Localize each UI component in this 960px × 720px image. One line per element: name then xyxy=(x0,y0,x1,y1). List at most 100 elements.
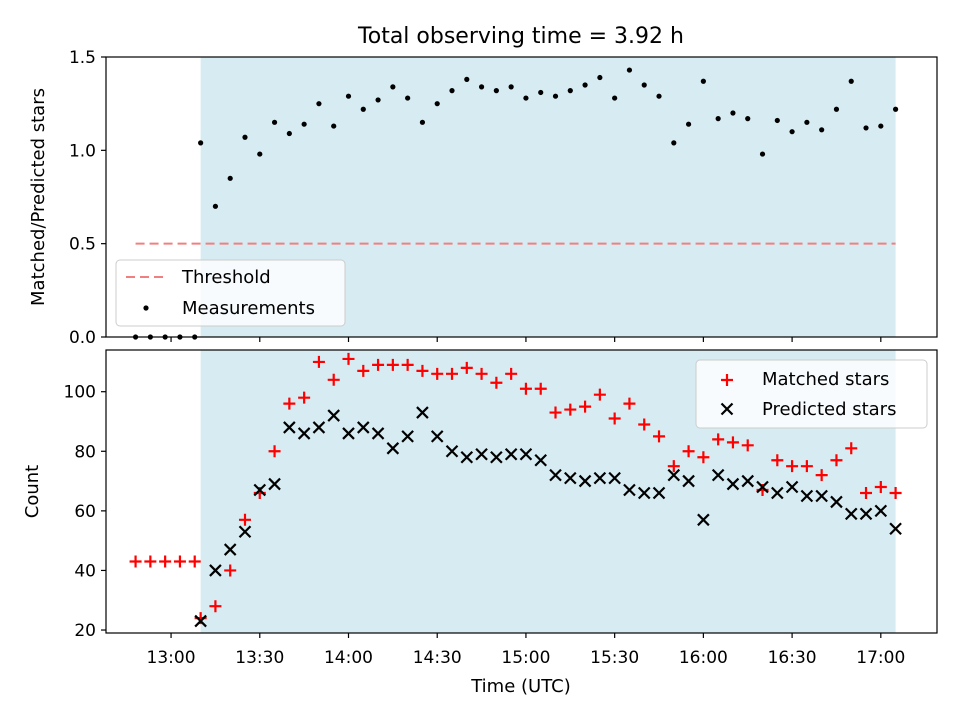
x-axis-label: Time (UTC) xyxy=(470,676,571,697)
predicted-star-points xyxy=(194,406,902,628)
predicted-star-point xyxy=(283,421,296,434)
top-legend: Threshold Measurements xyxy=(115,259,346,327)
matched-star-point xyxy=(608,412,621,425)
matched-star-point xyxy=(874,481,887,494)
measurement-point xyxy=(523,95,529,101)
matched-star-points xyxy=(129,352,902,625)
y-tick-label: 60 xyxy=(74,502,96,522)
measurement-point xyxy=(730,110,736,116)
predicted-star-point xyxy=(401,430,414,443)
measurement-point xyxy=(863,125,869,131)
predicted-star-point xyxy=(667,468,681,482)
predicted-star-point xyxy=(756,480,769,494)
predicted-star-point xyxy=(771,486,784,500)
predicted-star-point xyxy=(445,445,459,458)
predicted-star-point xyxy=(312,421,326,434)
measurement-point xyxy=(271,119,278,125)
y-tick-label: 1.5 xyxy=(69,48,96,68)
matched-star-point xyxy=(327,373,340,386)
legend-matched-swatch xyxy=(721,374,733,386)
top-y-axis-label: Matched/Predicted stars xyxy=(28,88,49,306)
measurement-point xyxy=(390,84,396,90)
matched-star-point xyxy=(357,364,370,377)
predicted-star-point xyxy=(623,483,636,497)
measurement-point xyxy=(552,93,559,99)
predicted-star-point xyxy=(549,468,562,482)
measurement-point xyxy=(685,121,692,127)
predicted-star-point xyxy=(416,406,429,419)
measurement-point xyxy=(286,130,292,137)
legend-predicted-swatch xyxy=(720,402,734,416)
matched-star-point xyxy=(342,352,355,365)
matched-star-point xyxy=(129,555,142,568)
matched-star-point xyxy=(623,397,636,410)
matched-star-point xyxy=(144,555,157,568)
measurement-point xyxy=(626,67,633,73)
matched-star-point xyxy=(682,445,695,458)
matched-star-point xyxy=(460,361,473,374)
predicted-star-point xyxy=(238,525,252,538)
predicted-star-point xyxy=(682,474,695,488)
y-tick-label: 100 xyxy=(64,383,96,403)
bottom-panel: 20 40 60 80 100 13:00 13:30 14:00 14:30 15:00 15:… xyxy=(22,349,938,697)
matched-star-point xyxy=(653,430,666,443)
measurement-point xyxy=(434,101,440,107)
predicted-star-point xyxy=(297,427,311,440)
measurement-point xyxy=(301,121,307,127)
measurement-point xyxy=(700,78,706,84)
matched-star-point xyxy=(800,460,813,473)
top-x-ticks xyxy=(170,337,882,342)
x-tick-label: 16:30 xyxy=(768,648,817,668)
x-tick-label: 13:00 xyxy=(147,648,196,668)
y-tick-label: 20 xyxy=(74,621,96,641)
matched-star-point xyxy=(889,486,902,499)
matched-star-point xyxy=(593,388,606,401)
legend-measurements-swatch xyxy=(143,305,149,311)
predicted-star-point xyxy=(253,483,267,497)
predicted-star-point xyxy=(720,402,734,416)
matched-star-point xyxy=(490,376,503,389)
measurement-point xyxy=(405,95,411,101)
measurement-point xyxy=(360,106,366,112)
y-tick-label: 40 xyxy=(74,561,96,581)
measurement-point xyxy=(774,117,780,124)
matched-star-point xyxy=(741,439,754,452)
matched-star-point xyxy=(475,367,488,380)
matched-star-point xyxy=(786,460,799,473)
x-tick-label: 16:00 xyxy=(679,648,728,668)
predicted-star-point xyxy=(652,486,666,500)
predicted-star-point xyxy=(726,477,740,491)
predicted-star-point xyxy=(815,489,828,503)
measurement-point xyxy=(538,89,544,96)
measurement-point xyxy=(212,203,219,209)
predicted-star-point xyxy=(564,471,577,485)
predicted-star-point xyxy=(608,471,621,485)
matched-star-point xyxy=(372,358,385,371)
legend-threshold-label: Threshold xyxy=(181,267,271,288)
matched-star-point xyxy=(505,367,518,380)
matched-star-point xyxy=(638,418,651,431)
measurement-point xyxy=(715,116,721,122)
predicted-star-point xyxy=(430,430,444,443)
measurement-point xyxy=(375,97,381,103)
predicted-star-point xyxy=(874,504,888,518)
measurement-point xyxy=(331,123,337,129)
measurement-point xyxy=(493,88,499,94)
predicted-star-point xyxy=(386,442,400,455)
bottom-y-ticks: 20 40 60 80 100 xyxy=(64,383,106,641)
measurement-point xyxy=(612,95,618,101)
measurement-point xyxy=(242,134,248,140)
predicted-star-point xyxy=(342,427,355,440)
measurement-point xyxy=(745,116,751,122)
y-tick-label: 0.0 xyxy=(69,328,96,348)
matched-star-point xyxy=(173,555,186,568)
measurement-points xyxy=(132,67,899,340)
matched-star-point xyxy=(860,486,873,499)
measurement-point xyxy=(419,119,426,125)
y-tick-label: 1.0 xyxy=(69,141,96,161)
matched-star-point xyxy=(188,555,201,568)
measurement-point xyxy=(833,106,840,112)
measurement-point xyxy=(345,93,352,99)
measurement-point xyxy=(478,84,485,90)
